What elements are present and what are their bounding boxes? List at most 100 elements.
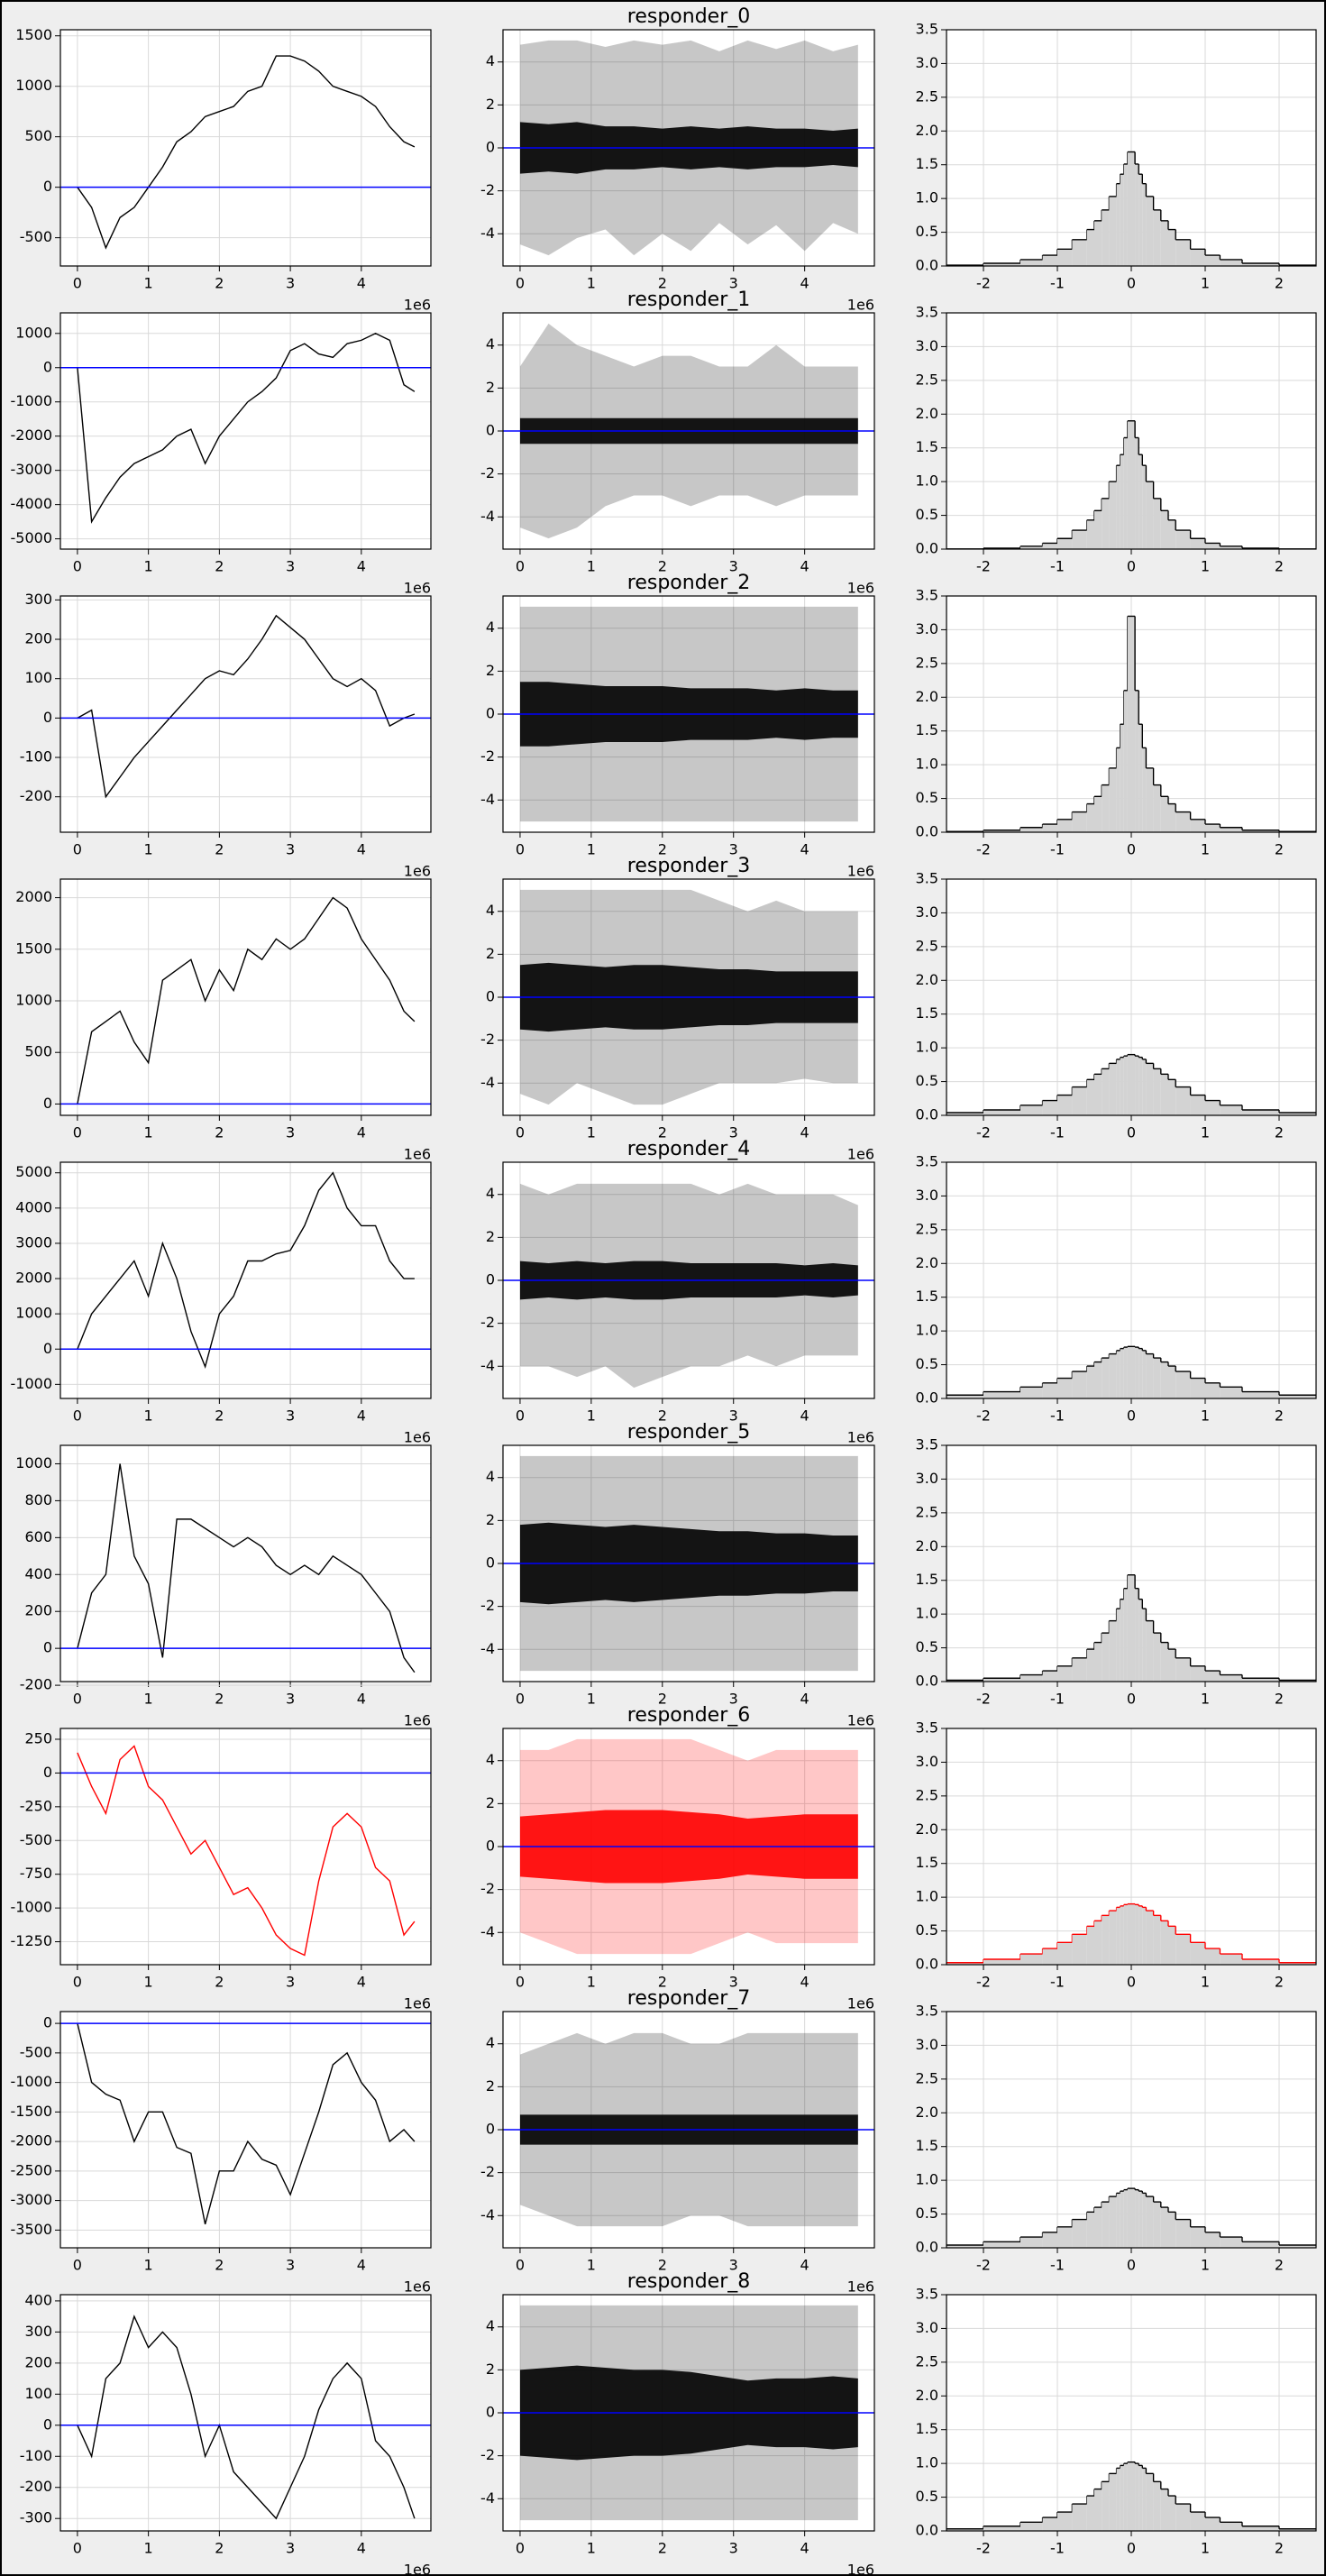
hist-bar (1127, 151, 1131, 266)
x-tick-label: -1 (1050, 841, 1065, 858)
y-tick-label: 3.5 (916, 2003, 938, 2020)
x-tick-label: 2 (1275, 2540, 1284, 2557)
x-tick-label: 0 (516, 841, 525, 858)
y-tick-label: 0 (43, 178, 52, 195)
hist-bar (1123, 1904, 1128, 1965)
y-tick-label: 0.5 (916, 506, 938, 523)
x-tick-label: 4 (800, 275, 809, 292)
y-tick-label: 3.0 (916, 1470, 938, 1487)
axes-frame (502, 2011, 875, 2249)
y-tick-label: 2.0 (916, 122, 938, 139)
hist-bar (1146, 767, 1154, 832)
axes-face (60, 596, 431, 832)
x-tick-label: 3 (286, 558, 295, 575)
hist-bar (1116, 1907, 1120, 1965)
hist-bar (1135, 690, 1139, 832)
x-offset-label: 1e6 (847, 1712, 874, 1729)
hist-bar (983, 2241, 1020, 2248)
hist-bar (1190, 1095, 1205, 1115)
x-offset-label: 1e6 (404, 580, 431, 597)
x-tick-label: 1 (144, 1691, 153, 1708)
x-tick-label: 2 (658, 1974, 667, 1991)
hist-bar (1102, 1068, 1110, 1115)
y-tick-label: 4 (486, 2317, 495, 2334)
hist-bar (1109, 2473, 1117, 2531)
x-tick-label: 2 (658, 841, 667, 858)
hist-bar (1190, 249, 1205, 266)
y-tick-label: 1.5 (916, 155, 938, 172)
x-tick-label: -1 (1050, 275, 1065, 292)
hist-bar (1057, 1665, 1073, 1682)
y-tick-label: 0.0 (916, 1673, 938, 1690)
hist-bar (1168, 229, 1176, 266)
x-tick-label: 2 (215, 1691, 224, 1708)
axes-frame (946, 1444, 1317, 1682)
x-offset-label: 1e6 (847, 580, 874, 597)
y-tick-label: 3000 (15, 1233, 52, 1251)
axes-face (60, 879, 431, 1115)
x-tick-label: 0 (516, 1691, 525, 1708)
hist-bar (1120, 1905, 1124, 1965)
y-tick-label: -4 (480, 2206, 495, 2223)
hist-bar (1116, 465, 1120, 549)
y-tick-label: 2 (486, 945, 495, 962)
y-tick-label: 3.5 (916, 587, 938, 604)
y-tick-label: 0 (43, 1639, 52, 1656)
x-tick-label: 1 (144, 1974, 153, 1991)
y-tick-label: 0 (486, 705, 495, 722)
y-tick-label: 3.0 (916, 1187, 938, 1204)
hist-bar (1242, 2241, 1279, 2248)
x-tick-label: 2 (658, 1691, 667, 1708)
hist-bar (1135, 1904, 1139, 1965)
y-tick-label: 0.0 (916, 257, 938, 274)
hist-bar (1146, 2473, 1154, 2531)
hist-bar (1072, 1371, 1087, 1398)
hist-bar (1123, 690, 1128, 832)
hist-bar (1135, 437, 1139, 549)
x-tick-label: -2 (976, 841, 991, 858)
hist-bar (1123, 2189, 1128, 2248)
hist-bar (1153, 784, 1161, 832)
hist-bar (1127, 2461, 1131, 2531)
hist-bar (1109, 481, 1117, 549)
y-tick-label: 3.5 (916, 21, 938, 38)
hist-bar (1205, 1948, 1221, 1965)
y-tick-label: 1.0 (916, 2171, 938, 2188)
x-tick-label: -2 (976, 1124, 991, 1141)
hist-bar (1168, 1926, 1176, 1965)
axes-frame (59, 1444, 432, 1682)
hist-bar (1116, 183, 1120, 266)
x-tick-label: 4 (357, 275, 366, 292)
y-tick-label: -100 (20, 748, 52, 765)
x-tick-label: 0 (1127, 558, 1136, 575)
y-tick-label: 3.5 (916, 870, 938, 887)
x-offset-label: 1e6 (404, 1995, 431, 2012)
x-tick-label: 0 (73, 1691, 82, 1708)
hist-bar (1127, 1346, 1131, 1398)
x-offset-label: 1e6 (404, 863, 431, 880)
y-tick-label: -750 (20, 1865, 52, 1882)
y-tick-label: 300 (24, 2323, 52, 2340)
hist-bar (1116, 2468, 1120, 2531)
y-tick-label: 0.0 (916, 1389, 938, 1407)
axes-face (60, 30, 431, 266)
axes-face (60, 1445, 431, 1682)
y-tick-label: -4000 (11, 495, 53, 512)
hist-bar (1102, 2481, 1110, 2531)
y-tick-label: 0.0 (916, 2522, 938, 2539)
hist-bar (983, 263, 1020, 266)
hist-bar (1116, 1350, 1120, 1398)
hist-bar (1139, 2465, 1143, 2531)
hist-bar (1190, 1942, 1205, 1965)
hist-bar (1242, 1110, 1279, 1115)
hist-bar (1242, 1678, 1279, 1682)
y-tick-label: 2 (486, 2361, 495, 2378)
x-tick-label: 0 (73, 1124, 82, 1141)
y-tick-label: 3.0 (916, 337, 938, 354)
y-tick-label: 1000 (15, 1454, 52, 1471)
y-tick-label: 3.0 (916, 620, 938, 637)
hist-bar (1139, 724, 1143, 832)
axes-frame (946, 1161, 1317, 1399)
y-tick-label: 0 (43, 358, 52, 375)
